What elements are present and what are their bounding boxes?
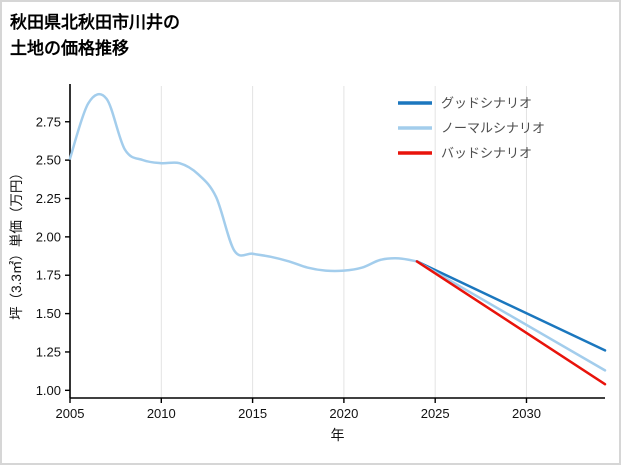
legend-label-0: グッドシナリオ: [441, 96, 532, 111]
line-good-scenario: [415, 260, 607, 352]
x-tick-label: 2015: [238, 406, 267, 421]
history-price-line: [68, 92, 419, 273]
x-tick-label: 2020: [329, 406, 358, 421]
x-tick-label: 2005: [56, 406, 85, 421]
y-tick-label: 1.75: [36, 268, 61, 283]
y-tick-label: 2.75: [36, 114, 61, 129]
y-tick-label: 1.00: [36, 383, 61, 398]
chart-title-line2: 土地の価格推移: [10, 38, 129, 58]
legend-item-1: ノーマルシナリオ: [398, 121, 545, 136]
x-tick-label: 2030: [512, 406, 541, 421]
chart-title: 秋田県北秋田市川井の 土地の価格推移: [10, 10, 180, 61]
line-bad-scenario: [415, 260, 607, 386]
line-normal-scenario: [415, 260, 607, 372]
y-tick-label: 2.25: [36, 191, 61, 206]
chart-title-line1: 秋田県北秋田市川井の: [10, 13, 180, 32]
y-tick-label: 1.50: [36, 306, 61, 321]
y-tick-label: 2.00: [36, 229, 61, 244]
y-tick-label: 1.25: [36, 344, 61, 359]
x-tick-label: 2025: [421, 406, 450, 421]
x-tick-label: 2010: [147, 406, 176, 421]
x-axis-label: 年: [331, 427, 345, 443]
legend-label-2: バッドシナリオ: [441, 146, 532, 161]
legend-item-0: グッドシナリオ: [398, 96, 532, 111]
y-axis-label: 坪（3.3㎡）単価（万円）: [9, 166, 24, 320]
y-tick-label: 2.50: [36, 153, 61, 168]
legend-item-2: バッドシナリオ: [398, 146, 532, 161]
legend-label-1: ノーマルシナリオ: [441, 121, 545, 136]
